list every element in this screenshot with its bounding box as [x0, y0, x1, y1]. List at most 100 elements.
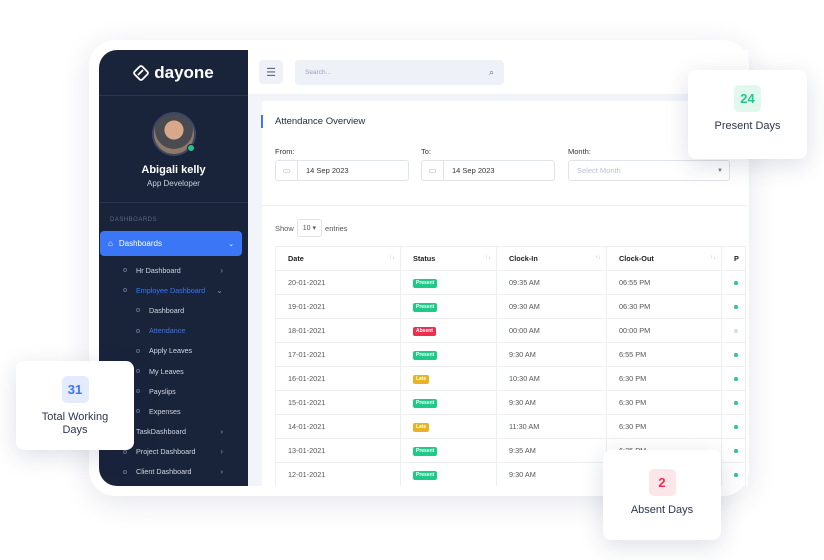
month-select[interactable]: Select Month ▼ [568, 160, 730, 181]
status-cell: Present [400, 390, 497, 415]
bullet-icon [123, 469, 127, 474]
status-dot-icon [734, 401, 738, 405]
sort-icon: ↑↓ [595, 255, 601, 261]
date-cell: 19-01-2021 [275, 294, 401, 319]
divider [99, 202, 248, 203]
sidebar-item-label: My Leaves [149, 366, 184, 376]
sidebar-item-payslips[interactable]: Payslips [99, 381, 248, 401]
from-date-value: 14 Sep 2023 [306, 166, 349, 175]
logo[interactable]: dayone [99, 50, 248, 96]
sidebar-item-employee-dashboard[interactable]: Employee Dashboard ⌄ [99, 280, 248, 300]
sidebar-item-attendance[interactable]: Attendance [99, 321, 248, 341]
divider [262, 205, 748, 206]
column-header-label: Clock-Out [619, 254, 654, 263]
chevron-icon: › [220, 427, 223, 437]
date-cell: 12-01-2021 [275, 462, 401, 486]
column-header-status[interactable]: Status ↑↓ [400, 246, 497, 271]
sidebar-item-hr-dashboard[interactable]: Hr Dashboard › [99, 260, 248, 280]
bullet-icon [123, 268, 127, 273]
date-cell: 13-01-2021 [275, 438, 401, 463]
clock-in-cell: 11:30 AM [496, 414, 607, 439]
show-label: Show [275, 223, 294, 233]
sidebar-item-apply-leaves[interactable]: Apply Leaves [99, 341, 248, 361]
clock-in-cell: 9:30 AM [496, 342, 607, 367]
sidebar-item-label: Dashboards [118, 239, 162, 248]
sidebar-item-expenses[interactable]: Expenses [99, 401, 248, 421]
search-icon: ⌕ [488, 66, 494, 77]
status-cell: Absent [400, 318, 497, 343]
total-working-days-card: 31 Total Working Days [16, 361, 134, 450]
date-cell: 14-01-2021 [275, 414, 401, 439]
sidebar-item-label: Employee Dashboard [136, 285, 206, 295]
indicator-cell [721, 342, 746, 367]
absent-days-value: 2 [648, 469, 676, 496]
bullet-icon [136, 369, 140, 374]
status-dot-icon [734, 353, 738, 357]
date-cell: 15-01-2021 [275, 390, 401, 415]
sidebar: dayone Abigali kelly App Developer DASHB… [99, 50, 248, 486]
entries-label: entries [325, 223, 348, 233]
sidebar-item-label: Expenses [149, 406, 181, 416]
status-cell: Late [400, 414, 497, 439]
present-days-card: 24 Present Days [688, 70, 807, 159]
user-name: Abigali kelly [141, 164, 206, 176]
status-dot-icon [734, 473, 738, 477]
clock-in-cell: 9:30 AM [496, 462, 607, 486]
status-cell: Present [400, 294, 497, 319]
avatar[interactable] [151, 112, 196, 156]
menu-toggle-button[interactable]: ☰ [259, 60, 283, 84]
sidebar-nav: Hr Dashboard › Employee Dashboard ⌄ Dashboar… [99, 260, 248, 482]
status-dot-icon [734, 329, 738, 333]
status-dot-icon [734, 425, 738, 429]
status-badge: Present [413, 446, 438, 456]
status-cell: Present [400, 270, 497, 295]
entries-select[interactable]: 10 ▾ [296, 219, 323, 237]
column-header-clock-out[interactable]: Clock-Out ↑↓ [606, 246, 722, 271]
from-date-input[interactable]: ▭ 14 Sep 2023 [275, 160, 409, 181]
status-dot-icon [734, 449, 738, 453]
absent-days-card: 2 Absent Days [603, 450, 721, 540]
table-row: 15-01-2021 Present 9:30 AM 6:30 PM [275, 390, 746, 415]
column-header-p[interactable]: P [721, 246, 746, 271]
sidebar-item-dashboards[interactable]: ⌂ Dashboards ⌄ [100, 231, 242, 256]
sidebar-item-my-leaves[interactable]: My Leaves [99, 361, 248, 381]
indicator-cell [721, 294, 746, 319]
status-cell: Present [400, 462, 497, 486]
column-header-label: P [734, 254, 739, 263]
status-badge: Absent [413, 326, 436, 336]
caret-down-icon: ▼ [717, 167, 723, 174]
to-date-input[interactable]: ▭ 14 Sep 2023 [421, 160, 555, 181]
calendar-icon: ▭ [276, 161, 298, 180]
sidebar-item-label: Attendance [149, 326, 186, 336]
online-status-icon [186, 144, 195, 152]
indicator-cell [721, 414, 746, 439]
brand-name: dayone [154, 62, 214, 82]
table-row: 16-01-2021 Late 10:30 AM 6:30 PM [275, 366, 746, 391]
user-role: App Developer [147, 179, 200, 188]
indicator-cell [721, 318, 746, 343]
bullet-icon [136, 308, 140, 313]
from-label: From: [275, 147, 295, 156]
status-badge: Late [413, 422, 430, 432]
column-header-date[interactable]: Date ↑↓ [275, 246, 401, 271]
sidebar-item-project-dashboard[interactable]: Project Dashboard › [99, 442, 248, 462]
status-badge: Present [413, 470, 438, 480]
chevron-icon: › [220, 447, 223, 457]
date-cell: 20-01-2021 [275, 270, 401, 295]
column-header-clock-in[interactable]: Clock-In ↑↓ [496, 246, 607, 271]
sidebar-item-dashboard[interactable]: Dashboard [99, 300, 248, 320]
total-working-days-label: Total Working Days [41, 411, 109, 436]
sidebar-item-client-dashboard[interactable]: Client Dashboard › [99, 462, 248, 482]
status-cell: Present [400, 438, 497, 463]
indicator-cell [721, 438, 746, 463]
clock-out-cell: 6:30 PM [606, 414, 722, 439]
app-screen: dayone Abigali kelly App Developer DASHB… [99, 50, 748, 486]
date-cell: 16-01-2021 [275, 366, 401, 391]
status-cell: Present [400, 342, 497, 367]
clock-in-cell: 00:00 AM [496, 318, 607, 343]
indicator-cell [721, 390, 746, 415]
search-input[interactable]: Search... ⌕ [295, 59, 504, 85]
to-date-value: 14 Sep 2023 [452, 166, 495, 175]
clock-out-cell: 00:00 PM [606, 318, 722, 343]
month-label: Month: [568, 147, 591, 156]
